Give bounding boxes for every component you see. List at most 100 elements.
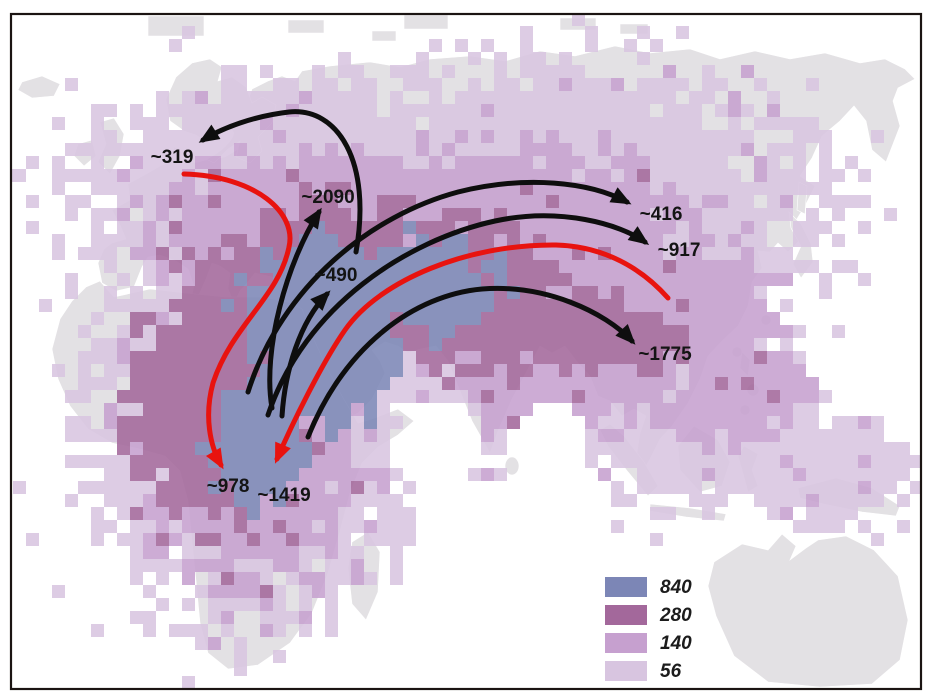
heat-cell-280: [585, 338, 598, 351]
heat-cell-56: [494, 442, 507, 455]
heat-cell-56: [195, 104, 208, 117]
heat-cell-840: [455, 312, 468, 325]
heat-cell-280: [169, 481, 182, 494]
heat-cell-140: [702, 260, 715, 273]
heat-cell-140: [234, 546, 247, 559]
heat-cell-56: [897, 455, 910, 468]
heat-cell-56: [429, 104, 442, 117]
heat-cell-840: [364, 416, 377, 429]
heat-cell-56: [780, 468, 793, 481]
heat-cell-56: [416, 52, 429, 65]
heat-cell-56: [741, 234, 754, 247]
heat-cell-280: [585, 351, 598, 364]
heat-cell-56: [234, 637, 247, 650]
heat-cell-56: [143, 208, 156, 221]
heat-cell-56: [468, 78, 481, 91]
heat-cell-840: [442, 325, 455, 338]
heat-cell-56: [858, 195, 871, 208]
heat-cell-840: [299, 377, 312, 390]
heat-cell-56: [455, 390, 468, 403]
heat-cell-56: [117, 195, 130, 208]
heat-cell-280: [520, 312, 533, 325]
heat-cell-56: [182, 104, 195, 117]
heat-cell-56: [130, 104, 143, 117]
heat-cell-840: [455, 299, 468, 312]
heat-cell-56: [793, 351, 806, 364]
heat-cell-56: [689, 455, 702, 468]
heat-cell-56: [650, 507, 663, 520]
heat-cell-56: [351, 78, 364, 91]
heat-cell-140: [715, 195, 728, 208]
heat-cell-56: [520, 117, 533, 130]
heat-cell-140: [260, 182, 273, 195]
heat-cell-140: [481, 403, 494, 416]
heat-cell-56: [819, 520, 832, 533]
heat-cell-280: [273, 221, 286, 234]
heat-cell-840: [325, 429, 338, 442]
heat-cell-140: [689, 416, 702, 429]
heat-cell-56: [793, 169, 806, 182]
heat-cell-56: [845, 156, 858, 169]
heat-cell-140: [494, 364, 507, 377]
heat-cell-56: [91, 455, 104, 468]
heat-cell-56: [598, 416, 611, 429]
heat-cell-56: [676, 143, 689, 156]
heat-cell-280: [364, 247, 377, 260]
heat-cell-56: [728, 208, 741, 221]
heat-cell-280: [494, 338, 507, 351]
heat-cell-140: [338, 494, 351, 507]
heat-cell-140: [663, 221, 676, 234]
heat-cell-56: [195, 585, 208, 598]
heat-cell-56: [741, 442, 754, 455]
heat-cell-280: [715, 377, 728, 390]
heat-cell-56: [364, 143, 377, 156]
heat-cell-140: [286, 546, 299, 559]
heat-cell-56: [767, 455, 780, 468]
heat-cell-56: [858, 273, 871, 286]
heat-cell-56: [169, 286, 182, 299]
heat-cell-140: [312, 182, 325, 195]
heat-cell-280: [195, 468, 208, 481]
heat-cell-56: [546, 78, 559, 91]
heat-cell-56: [52, 585, 65, 598]
heat-cell-56: [611, 442, 624, 455]
heat-cell-280: [195, 338, 208, 351]
heat-cell-56: [650, 39, 663, 52]
heat-cell-56: [754, 234, 767, 247]
heat-cell-280: [182, 390, 195, 403]
heat-cell-56: [637, 78, 650, 91]
heat-cell-56: [156, 130, 169, 143]
heat-cell-140: [611, 364, 624, 377]
heat-cell-840: [260, 455, 273, 468]
heat-cell-56: [806, 442, 819, 455]
heat-cell-56: [832, 520, 845, 533]
heat-cell-140: [585, 234, 598, 247]
heat-cell-56: [676, 377, 689, 390]
heat-cell-280: [533, 260, 546, 273]
heat-cell-56: [182, 156, 195, 169]
heat-cell-56: [819, 442, 832, 455]
heat-cell-56: [832, 429, 845, 442]
heat-cell-56: [143, 481, 156, 494]
heat-cell-140: [507, 390, 520, 403]
heat-cell-140: [299, 533, 312, 546]
heat-cell-140: [481, 130, 494, 143]
heat-cell-56: [195, 624, 208, 637]
heat-cell-56: [533, 104, 546, 117]
heat-cell-56: [117, 494, 130, 507]
heat-cell-140: [663, 299, 676, 312]
heat-cell-56: [390, 494, 403, 507]
heat-cell-56: [780, 299, 793, 312]
heat-cell-140: [806, 390, 819, 403]
heat-cell-56: [624, 91, 637, 104]
heat-cell-140: [780, 507, 793, 520]
heat-cell-840: [286, 468, 299, 481]
heat-cell-56: [585, 91, 598, 104]
heat-cell-56: [871, 429, 884, 442]
heat-cell-140: [598, 260, 611, 273]
heat-cell-140: [728, 403, 741, 416]
heat-cell-56: [611, 117, 624, 130]
heat-cell-840: [429, 286, 442, 299]
heat-cell-840: [494, 273, 507, 286]
heat-cell-280: [221, 286, 234, 299]
